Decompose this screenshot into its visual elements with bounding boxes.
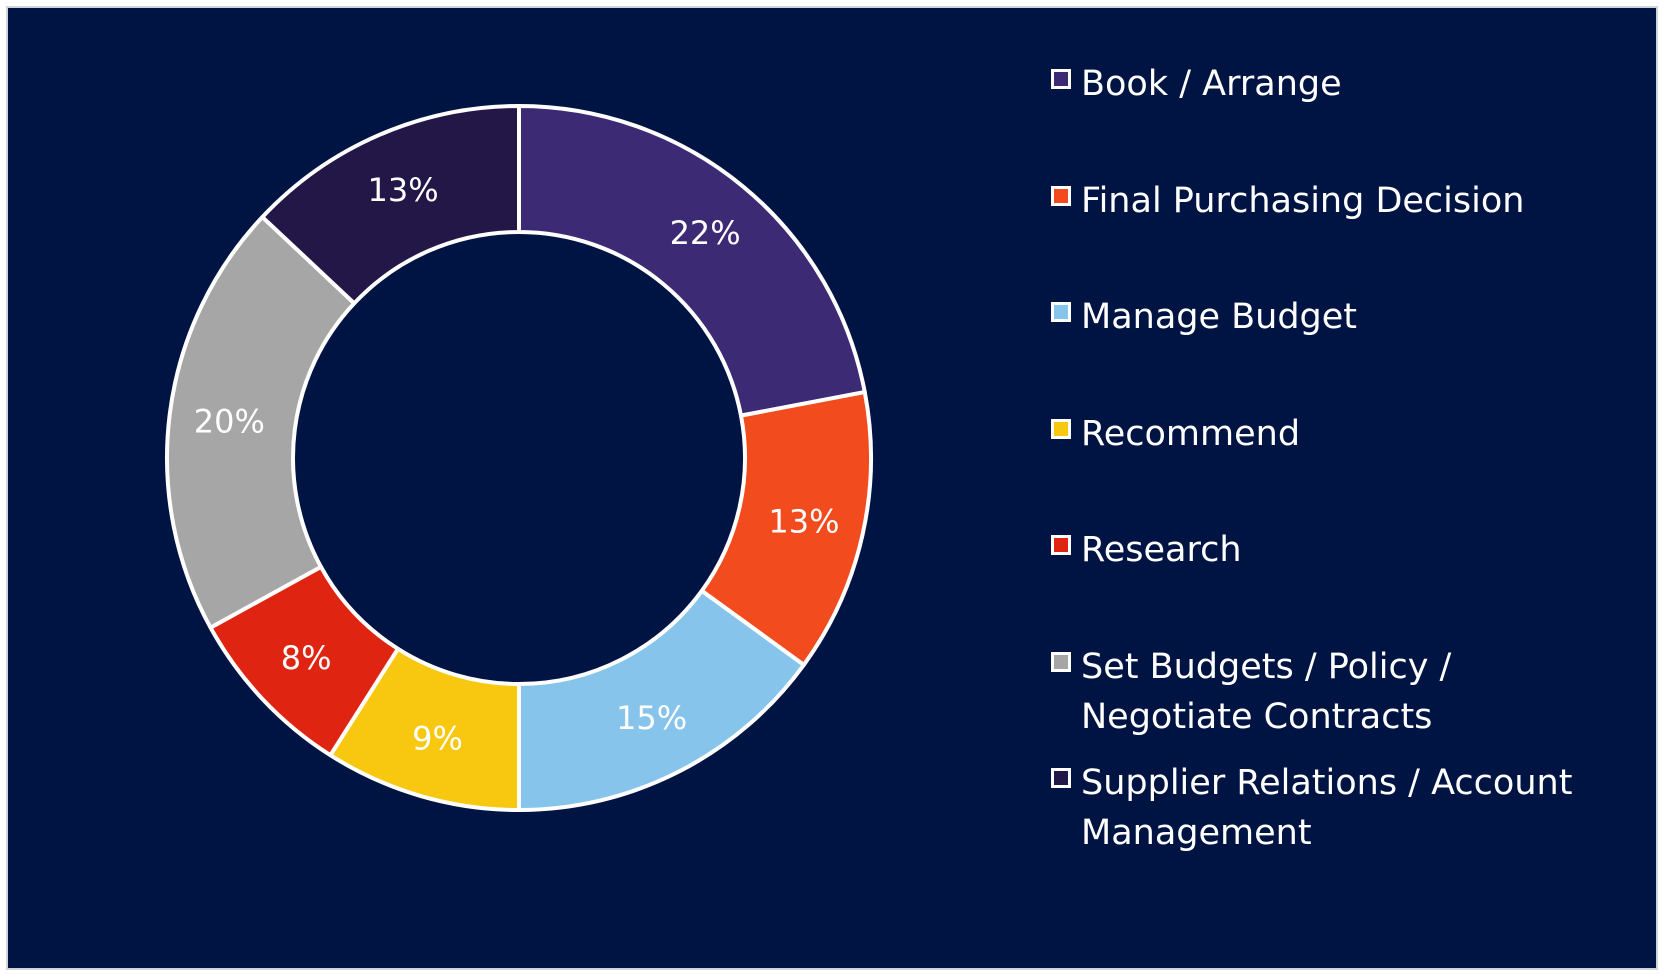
legend-label: Research <box>1081 530 1242 570</box>
donut-slice <box>517 104 867 418</box>
legend-label: Supplier Relations / Account Management <box>1081 763 1573 853</box>
legend-label: Set Budgets / Policy / Negotiate Contrac… <box>1081 647 1452 737</box>
slice-value-label: 13% <box>367 171 438 209</box>
slice-value-label: 22% <box>670 214 741 252</box>
donut-chart: 22% 13% 15% 9% 8% 20% 13% <box>165 104 873 812</box>
legend-swatch <box>1051 302 1071 322</box>
legend-item: Book / Arrange <box>1051 59 1601 109</box>
slice-value-label: 20% <box>194 402 265 440</box>
legend-item: Recommend <box>1051 409 1601 459</box>
donut-slice <box>165 215 357 630</box>
slice-value-label: 8% <box>281 639 332 677</box>
legend-swatch <box>1051 419 1071 439</box>
legend: Book / Arrange Final Purchasing Decision M… <box>1051 8 1651 972</box>
legend-swatch <box>1051 186 1071 206</box>
legend-item: Set Budgets / Policy / Negotiate Contrac… <box>1051 642 1601 742</box>
slice-value-label: 13% <box>768 503 839 541</box>
legend-label: Manage Budget <box>1081 297 1358 337</box>
slice-value-label: 9% <box>412 719 463 757</box>
slice-value-label: 15% <box>616 699 687 737</box>
chart-frame: 22% 13% 15% 9% 8% 20% 13% Book / Arrange Final … <box>6 6 1658 970</box>
legend-item: Research <box>1051 525 1601 575</box>
legend-swatch <box>1051 69 1071 89</box>
legend-item: Final Purchasing Decision <box>1051 176 1601 226</box>
legend-label: Book / Arrange <box>1081 64 1342 104</box>
donut-slice <box>260 104 521 306</box>
legend-item: Supplier Relations / Account Management <box>1051 758 1601 858</box>
legend-swatch <box>1051 652 1071 672</box>
legend-item: Manage Budget <box>1051 292 1601 342</box>
legend-label: Final Purchasing Decision <box>1081 181 1525 221</box>
legend-swatch <box>1051 768 1071 788</box>
legend-swatch <box>1051 535 1071 555</box>
legend-label: Recommend <box>1081 414 1301 454</box>
